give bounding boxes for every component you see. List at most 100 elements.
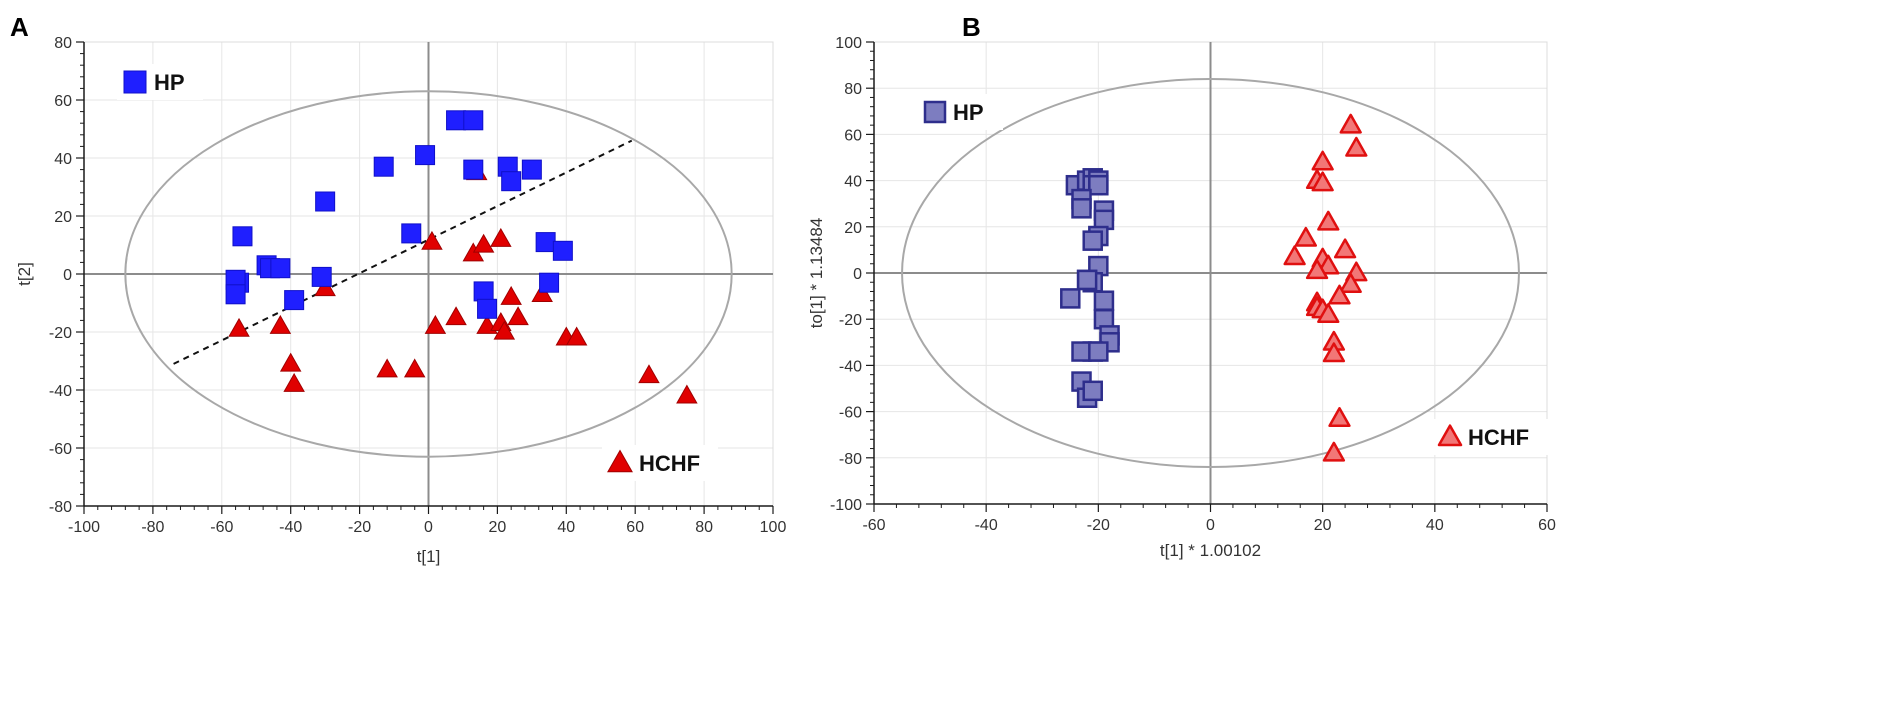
pa-hp-point: [311, 266, 332, 287]
pb-hchf-point: [1333, 238, 1357, 259]
pb-hp-point: [1082, 380, 1103, 402]
pa-legend-hp-marker: [123, 70, 147, 94]
pa-hchf-point: [676, 384, 698, 404]
pa-hp-point: [284, 290, 305, 311]
pa-hp-point: [463, 159, 484, 180]
pa-hchf-point: [507, 306, 529, 326]
pb-x-tick-label: 40: [1426, 517, 1444, 534]
pa-hp-point: [463, 110, 484, 131]
chart-a: -100 -80 -60 -40 -20 0 20 40 60 80 100 -80 -60 -40 -20…: [15, 35, 786, 566]
pa-legend-hchf-label: HCHF: [639, 451, 700, 476]
pb-x-tick-label: 0: [1206, 517, 1215, 534]
pa-x-tick-label: -60: [210, 519, 233, 536]
pa-y-axis-label: t[2]: [15, 262, 34, 286]
pa-hp-point: [477, 298, 498, 319]
pb-hchf-point: [1283, 245, 1306, 266]
panel-b-label: B: [962, 12, 981, 42]
pb-y-tick-label: -20: [839, 312, 862, 329]
pa-y-tick-label: -40: [49, 383, 72, 400]
pb-hchf-point: [1317, 303, 1340, 324]
pb-legend-hp-label: HP: [953, 100, 984, 125]
pb-hp-point: [1071, 198, 1092, 219]
pb-legend-hchf-marker: [1437, 424, 1463, 447]
pa-hchf-point: [565, 326, 588, 346]
pa-hp-point: [415, 145, 436, 166]
pb-x-tick-label: -20: [1087, 517, 1110, 534]
pa-x-tick-label: -100: [68, 519, 100, 536]
pa-y-tick-label: 0: [63, 267, 72, 284]
pa-hchf-point: [445, 306, 467, 326]
pa-confidence-ellipse: [124, 90, 733, 458]
pa-hchf-point: [638, 364, 660, 384]
pb-y-tick-label: 100: [835, 35, 862, 52]
pb-hchf-point: [1339, 273, 1362, 293]
pb-hchf-point: [1311, 171, 1334, 192]
pb-hchf-point: [1305, 259, 1329, 280]
pa-hchf-point: [283, 372, 305, 392]
pa-hchf-point: [403, 358, 426, 378]
pb-y-tick-label: 0: [853, 266, 862, 283]
pa-y-tick-label: -60: [49, 441, 72, 458]
pa-hchf-point: [421, 230, 443, 250]
pa-hp-point: [315, 191, 336, 212]
pa-hp-point: [473, 281, 494, 302]
pa-y-tick-label: 20: [54, 209, 72, 226]
pb-x-axis-label: t[1] * 1.00102: [1160, 541, 1261, 560]
pa-hchf-point: [228, 317, 250, 337]
pb-hp-point: [1088, 341, 1109, 362]
pb-hp-point: [1082, 230, 1103, 251]
pb-hchf-point: [1339, 113, 1362, 134]
pb-y-tick-label: -60: [839, 405, 862, 422]
pa-y-tick-label: 80: [54, 35, 72, 52]
pa-hp-point: [521, 159, 542, 180]
pa-hp-point: [401, 223, 422, 244]
pa-legend-hchf-marker: [607, 449, 633, 473]
pa-hp-point: [270, 258, 291, 279]
pb-hchf-point: [1294, 226, 1317, 247]
pb-hp-point: [1093, 290, 1115, 311]
pb-x-tick-label: 60: [1538, 517, 1556, 534]
pa-x-tick-label: -20: [348, 519, 371, 536]
pb-hchf-point: [1322, 342, 1346, 363]
pa-x-tick-label: 80: [695, 519, 713, 536]
pa-hp-point: [501, 171, 522, 192]
pa-x-axis-label: t[1]: [417, 547, 441, 566]
pa-x-tick-label: 0: [424, 519, 433, 536]
pa-hchf-point: [314, 277, 336, 297]
pb-x-tick-label: 20: [1314, 517, 1332, 534]
pa-hchf-point: [531, 283, 553, 302]
pa-x-tick-label: 40: [557, 519, 575, 536]
pa-hchf-point: [490, 227, 512, 247]
pb-hp-point: [1071, 341, 1092, 362]
pa-x-tick-label: -40: [279, 519, 302, 536]
pb-y-tick-label: -100: [830, 497, 862, 514]
pa-hp-point: [232, 226, 253, 247]
pa-y-tick-label: 40: [54, 151, 72, 168]
pb-y-tick-label: 60: [844, 127, 862, 144]
pb-legend-hchf-label: HCHF: [1468, 425, 1529, 450]
pb-hchf-point: [1345, 136, 1368, 157]
pb-hp-point: [1088, 174, 1109, 196]
pa-hp-point: [446, 110, 467, 131]
pa-hp-point: [552, 240, 573, 261]
pa-hchf-point: [376, 358, 398, 378]
pa-y-tick-label: 60: [54, 93, 72, 110]
pa-hp-point: [539, 272, 560, 293]
pb-y-tick-label: 40: [844, 174, 862, 191]
pb-hchf-point: [1328, 407, 1351, 427]
pa-hchf-point: [424, 314, 447, 334]
pa-separation-line: [173, 139, 633, 365]
pa-hp-point: [535, 232, 556, 253]
pa-hchf-point: [500, 285, 522, 305]
pa-y-tick-label: -20: [49, 325, 72, 342]
pa-hchf-point: [493, 320, 516, 340]
pb-hchf-point: [1317, 210, 1340, 231]
pa-x-tick-label: 60: [626, 519, 644, 536]
pb-hchf-point: [1311, 150, 1334, 171]
pa-legend-hp-label: HP: [154, 70, 185, 95]
pb-x-tick-label: -60: [862, 517, 885, 534]
pb-y-axis-label: to[1] * 1.13484: [807, 218, 826, 329]
pb-hp-point: [1060, 288, 1081, 309]
pb-hchf-point: [1328, 284, 1351, 305]
